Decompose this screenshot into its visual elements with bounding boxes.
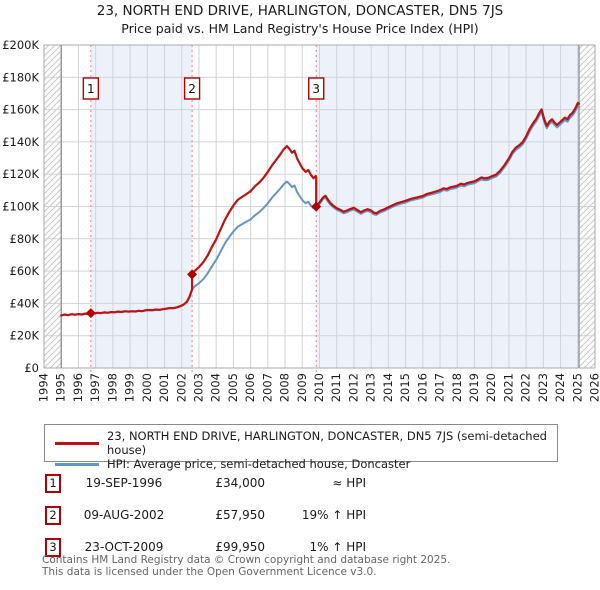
sale-number-badge: 1: [45, 474, 61, 493]
svg-text:2012: 2012: [346, 373, 360, 402]
svg-text:2017: 2017: [433, 373, 447, 402]
svg-text:2025: 2025: [570, 373, 584, 402]
svg-text:2021: 2021: [501, 373, 515, 402]
table-row: 1 19-SEP-1996 £34,000 ≈ HPI: [45, 474, 555, 496]
sale-number-badge: 3: [45, 538, 61, 557]
svg-text:£40K: £40K: [10, 296, 40, 310]
sale-hpi-comparison: ≈ HPI: [332, 476, 366, 490]
svg-text:2000: 2000: [140, 373, 154, 402]
svg-text:2023: 2023: [536, 373, 550, 402]
svg-text:£200K: £200K: [2, 40, 39, 52]
svg-text:1: 1: [87, 82, 95, 96]
legend-item-hpi: HPI: Average price, semi-detached house,…: [53, 457, 549, 471]
svg-text:2013: 2013: [364, 373, 378, 402]
svg-text:2010: 2010: [312, 373, 326, 402]
svg-text:£60K: £60K: [10, 264, 40, 278]
sale-date: 19-SEP-1996: [85, 476, 163, 490]
svg-text:£0: £0: [24, 361, 39, 375]
legend-label-hpi: HPI: Average price, semi-detached house,…: [107, 457, 411, 471]
svg-text:3: 3: [312, 82, 320, 96]
license-line-2: This data is licensed under the Open Gov…: [42, 565, 377, 578]
svg-text:2019: 2019: [467, 373, 481, 402]
sale-hpi-comparison: 1% ↑ HPI: [309, 540, 366, 554]
svg-text:2: 2: [188, 82, 196, 96]
price-history-chart: 1 2 3 £0 £20K £40K £60K £80K £100K £120K £140K £160…: [2, 40, 600, 402]
legend-item-property: 23, NORTH END DRIVE, HARLINGTON, DONCAST…: [53, 429, 549, 457]
chart-legend: 23, NORTH END DRIVE, HARLINGTON, DONCAST…: [44, 424, 558, 471]
svg-text:£20K: £20K: [10, 329, 40, 343]
svg-text:2006: 2006: [243, 373, 257, 402]
chart-subtitle: Price paid vs. HM Land Registry's House …: [121, 21, 479, 36]
svg-text:1996: 1996: [71, 373, 85, 402]
hpi-line-swatch: [55, 462, 99, 466]
chart-title: 23, NORTH END DRIVE, HARLINGTON, DONCAST…: [96, 3, 504, 19]
svg-text:2026: 2026: [588, 373, 600, 402]
table-row: 3 23-OCT-2009 £99,950 1% ↑ HPI: [45, 538, 555, 560]
svg-text:£180K: £180K: [2, 70, 39, 84]
svg-text:2022: 2022: [519, 373, 533, 402]
svg-text:£140K: £140K: [2, 135, 39, 149]
svg-text:2014: 2014: [381, 373, 395, 402]
sale-date: 23-OCT-2009: [84, 540, 164, 554]
svg-text:£80K: £80K: [10, 232, 40, 246]
svg-text:2024: 2024: [553, 373, 567, 402]
svg-text:2008: 2008: [278, 373, 292, 402]
sale-number-badge: 2: [45, 506, 61, 525]
svg-text:1997: 1997: [88, 373, 102, 402]
svg-text:1994: 1994: [37, 373, 51, 402]
svg-text:2007: 2007: [260, 373, 274, 402]
sale-price: £99,950: [215, 540, 265, 554]
svg-text:1995: 1995: [54, 373, 68, 402]
svg-text:2005: 2005: [226, 373, 240, 402]
svg-text:2020: 2020: [484, 373, 498, 402]
svg-text:£120K: £120K: [2, 167, 39, 181]
license-note: Contains HM Land Registry data © Crown c…: [42, 554, 451, 578]
svg-text:2002: 2002: [174, 373, 188, 402]
svg-text:2016: 2016: [415, 373, 429, 402]
svg-text:2004: 2004: [209, 373, 223, 402]
license-line-1: Contains HM Land Registry data © Crown c…: [42, 554, 451, 566]
svg-text:£100K: £100K: [2, 200, 39, 214]
sale-price: £57,950: [215, 508, 265, 522]
legend-label-property: 23, NORTH END DRIVE, HARLINGTON, DONCAST…: [107, 429, 547, 457]
svg-text:2009: 2009: [295, 373, 309, 402]
svg-text:2011: 2011: [329, 373, 343, 402]
sale-hpi-comparison: 19% ↑ HPI: [301, 508, 366, 522]
svg-text:2018: 2018: [450, 373, 464, 402]
svg-text:1999: 1999: [123, 373, 137, 402]
svg-text:1998: 1998: [105, 373, 119, 402]
svg-text:2015: 2015: [398, 373, 412, 402]
table-row: 2 09-AUG-2002 £57,950 19% ↑ HPI: [45, 506, 555, 528]
svg-text:2001: 2001: [157, 373, 171, 402]
svg-text:£160K: £160K: [2, 103, 39, 117]
property-line-swatch: [55, 441, 99, 445]
sale-price: £34,000: [215, 476, 265, 490]
svg-text:2003: 2003: [191, 373, 205, 402]
sale-date: 09-AUG-2002: [83, 508, 165, 522]
